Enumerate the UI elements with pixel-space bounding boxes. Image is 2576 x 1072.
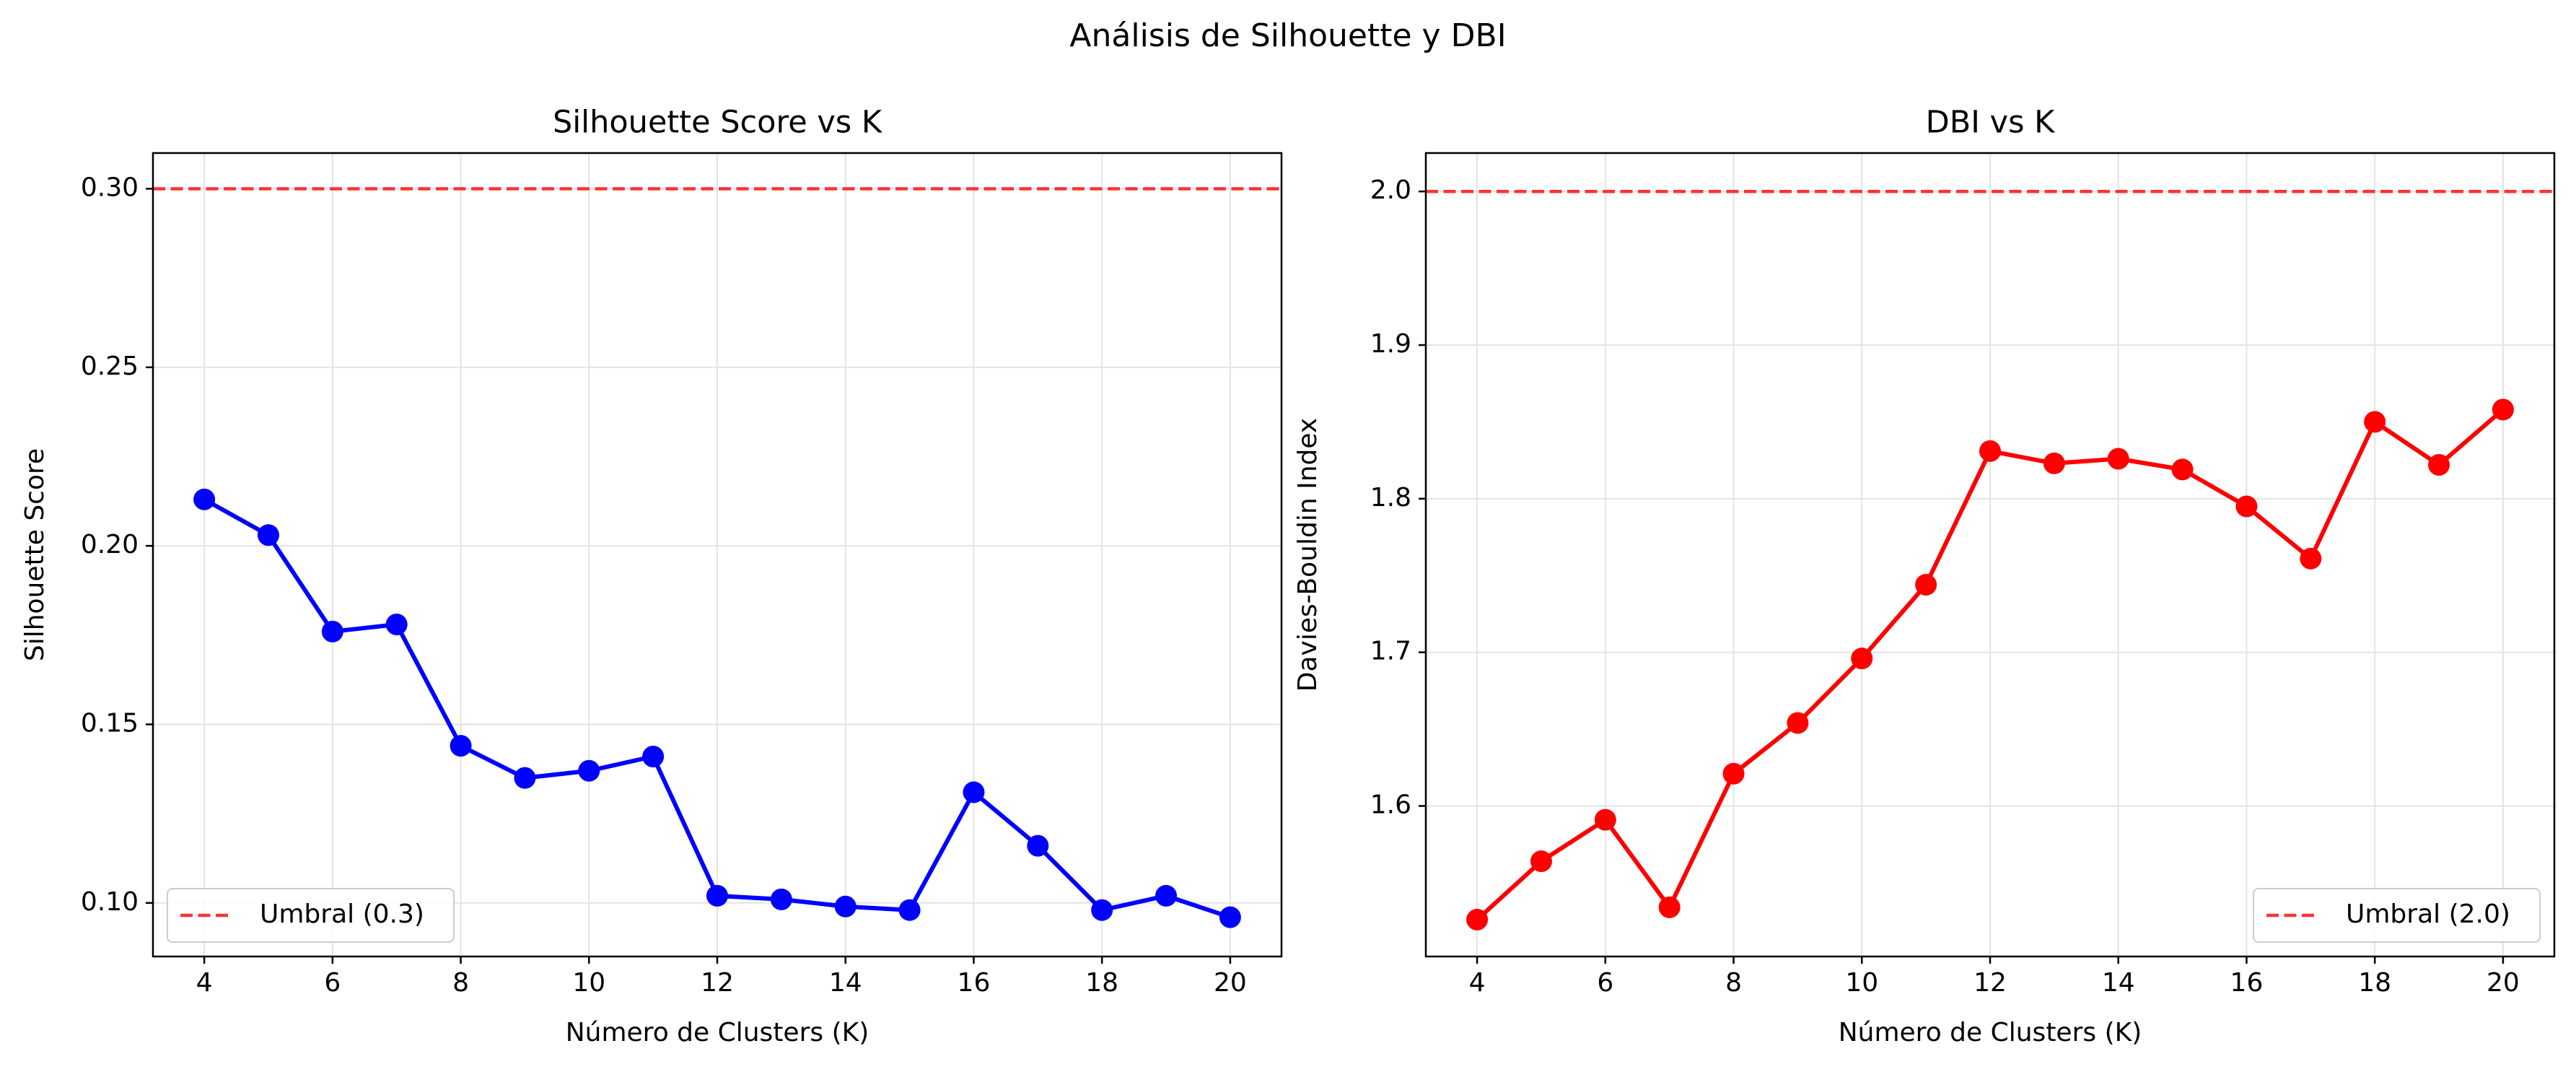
data-point xyxy=(1915,573,1937,596)
legend-box xyxy=(167,888,455,943)
x-tick-label: 10 xyxy=(1845,968,1878,998)
data-point xyxy=(1594,809,1616,831)
y-tick-label: 1.7 xyxy=(1370,637,1411,666)
x-tick-label: 8 xyxy=(1725,968,1742,998)
y-tick-label: 0.25 xyxy=(81,352,139,381)
x-tick-label: 12 xyxy=(701,968,734,998)
x-axis-label: Número de Clusters (K) xyxy=(1839,1018,2142,1047)
data-point xyxy=(2300,547,2322,570)
data-point xyxy=(2043,452,2065,474)
data-point xyxy=(898,899,921,921)
figure-suptitle: Análisis de Silhouette y DBI xyxy=(1069,17,1506,54)
data-point xyxy=(578,759,600,782)
x-tick-label: 4 xyxy=(196,968,213,998)
panel-title: DBI vs K xyxy=(1926,105,2056,141)
y-tick-label: 2.0 xyxy=(1370,175,1411,205)
legend: Umbral (0.3) xyxy=(167,888,455,943)
legend-label: Umbral (2.0) xyxy=(2346,899,2510,929)
legend: Umbral (2.0) xyxy=(2253,888,2541,943)
dbi-panel: 4 6 8 10 12 14 16 18 20 1.6 1.7 1.8 1.9 2.0 DBI vs K Nú… xyxy=(1293,105,2556,1047)
panel-title: Silhouette Score vs K xyxy=(553,105,883,141)
x-tick-label: 14 xyxy=(829,968,862,998)
data-point xyxy=(1722,762,1745,785)
data-point xyxy=(2171,458,2194,481)
y-tick-label: 1.9 xyxy=(1370,329,1411,359)
data-point xyxy=(2235,495,2258,518)
data-point xyxy=(1979,440,2001,462)
data-point xyxy=(257,524,279,546)
y-tick-label: 1.6 xyxy=(1370,790,1411,819)
x-tick-label: 6 xyxy=(1597,968,1613,998)
y-tick-label: 0.30 xyxy=(81,173,139,202)
data-point xyxy=(2492,398,2514,421)
y-tick-label: 1.8 xyxy=(1370,483,1411,513)
x-tick-label: 14 xyxy=(2102,968,2135,998)
data-point xyxy=(1851,648,1873,670)
data-point xyxy=(1787,712,1809,734)
legend-label: Umbral (0.3) xyxy=(260,899,424,929)
data-point xyxy=(2364,411,2386,433)
x-tick-label: 16 xyxy=(2230,968,2264,998)
data-point xyxy=(450,735,472,757)
x-tick-label: 18 xyxy=(1085,968,1118,998)
data-point xyxy=(963,781,985,803)
data-point xyxy=(642,745,665,767)
y-tick-label: 0.10 xyxy=(81,887,139,917)
data-point xyxy=(1091,899,1113,921)
data-point xyxy=(1155,884,1178,907)
x-tick-label: 16 xyxy=(958,968,991,998)
x-tick-label: 4 xyxy=(1469,968,1486,998)
x-axis-label: Número de Clusters (K) xyxy=(566,1018,869,1047)
data-point xyxy=(193,488,216,510)
legend-box xyxy=(2253,888,2541,943)
y-tick-label: 0.15 xyxy=(81,708,139,738)
data-point xyxy=(514,767,536,789)
data-point xyxy=(2428,454,2450,476)
data-point xyxy=(2107,448,2129,470)
data-point xyxy=(321,620,343,642)
silhouette-panel: 4 6 8 10 12 14 16 18 20 0.10 0.15 0.20 0.25 0.30 Silho… xyxy=(20,105,1283,1047)
data-point xyxy=(770,888,792,910)
x-tick-label: 6 xyxy=(324,968,341,998)
x-tick-label: 10 xyxy=(572,968,605,998)
data-point xyxy=(706,884,728,907)
data-point xyxy=(1658,896,1681,918)
x-tick-label: 8 xyxy=(452,968,469,998)
x-tick-label: 18 xyxy=(2358,968,2391,998)
data-point xyxy=(1219,906,1241,928)
y-tick-label: 0.20 xyxy=(81,530,139,559)
y-axis-label: Silhouette Score xyxy=(20,448,50,661)
y-axis-label: Davies-Bouldin Index xyxy=(1293,418,1323,692)
data-point xyxy=(385,613,408,635)
data-point xyxy=(1466,908,1489,931)
data-point xyxy=(1027,834,1049,857)
data-point xyxy=(834,895,857,918)
data-point xyxy=(1530,850,1552,873)
x-tick-label: 12 xyxy=(1973,968,2007,998)
x-tick-label: 20 xyxy=(2487,968,2520,998)
x-tick-label: 20 xyxy=(1214,968,1247,998)
